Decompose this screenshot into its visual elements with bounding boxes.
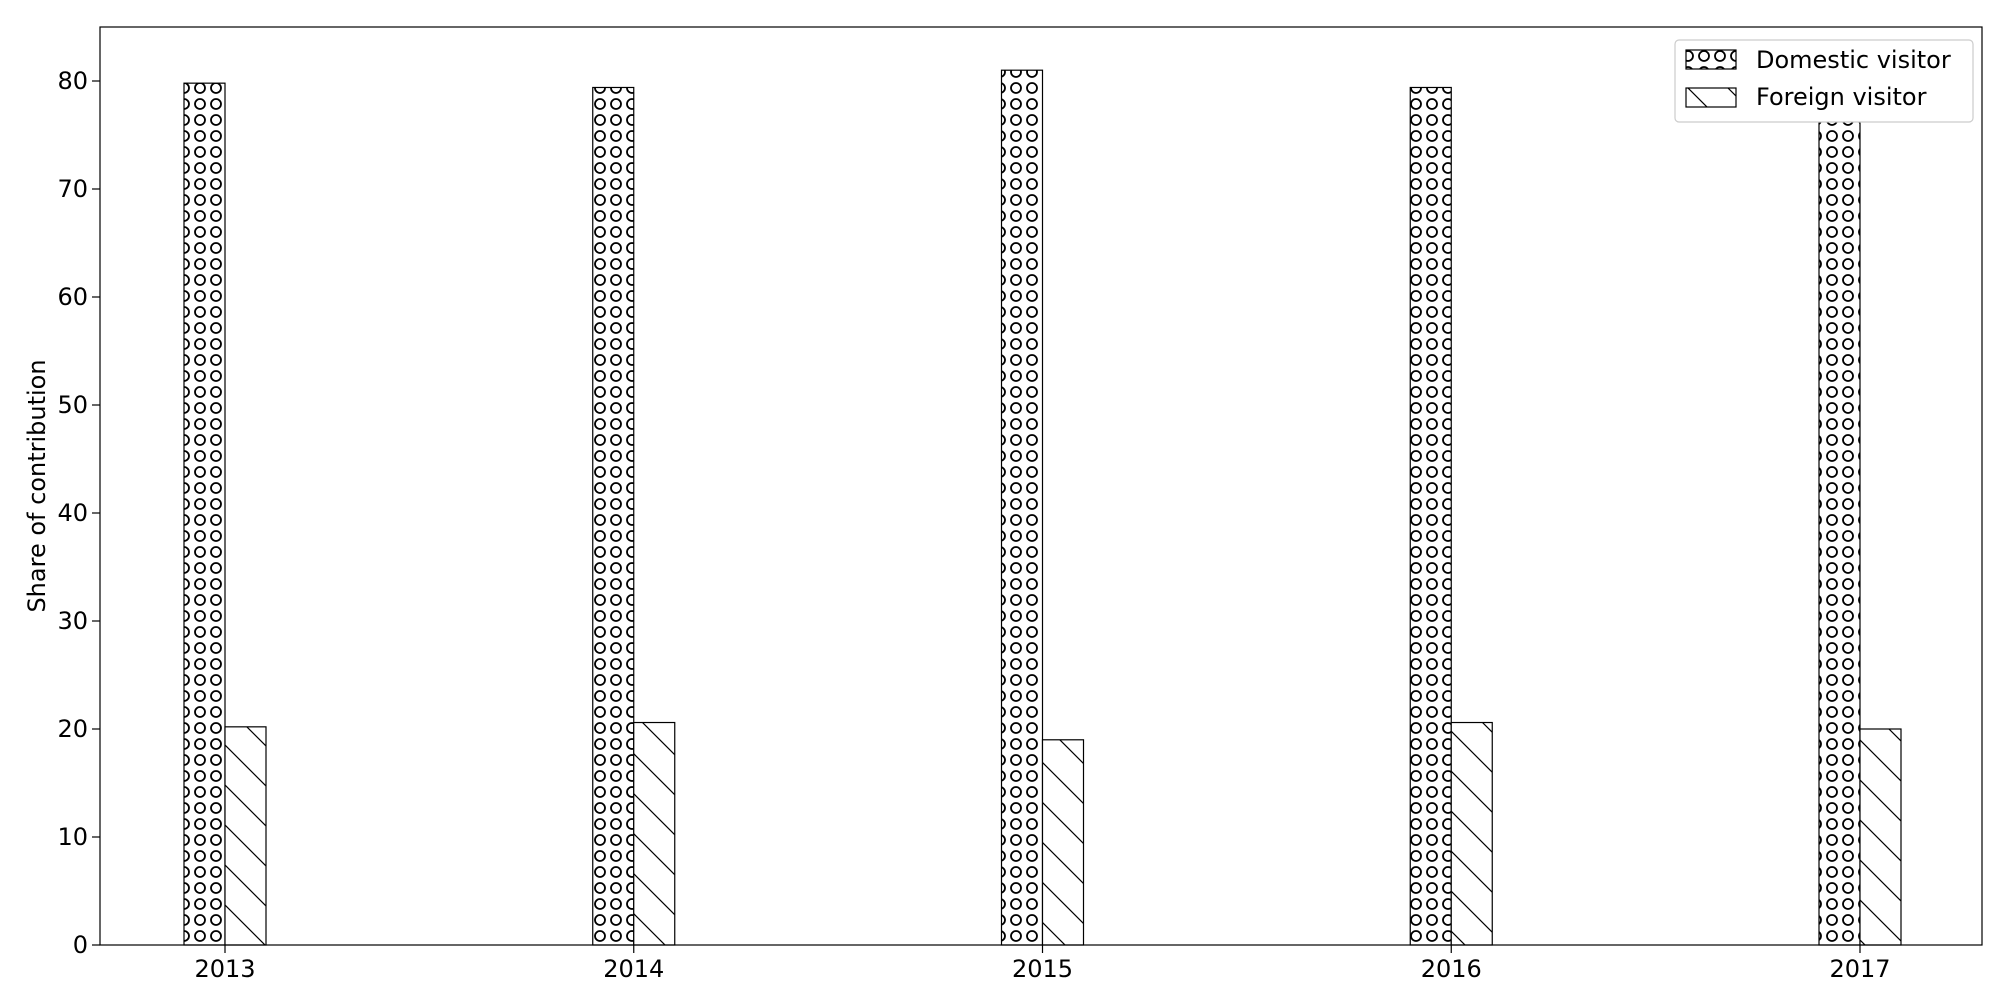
bar-domestic-2013 [183,82,226,946]
y-tick-label: 80 [57,67,88,95]
bar-domestic-2017 [1818,80,1861,946]
y-tick-label: 20 [57,715,88,743]
y-tick-label: 60 [57,283,88,311]
legend-swatch-domestic [1685,49,1737,70]
x-tick-label: 2013 [194,955,255,983]
x-tick-label: 2014 [603,955,664,983]
x-tick-label: 2016 [1421,955,1482,983]
bar-domestic-2015 [1000,69,1044,946]
y-tick-label: 0 [73,931,88,959]
y-tick-label: 50 [57,391,88,419]
bar-domestic-2016 [1409,86,1452,946]
bar-foreign-2013 [224,726,267,946]
bar-foreign-2016 [1450,721,1493,946]
y-axis: 0 10 20 30 40 50 60 70 80 [57,67,100,959]
bar-domestic-2014 [592,86,635,946]
legend-swatch-foreign [1685,87,1737,108]
x-tick-label: 2017 [1829,955,1890,983]
legend-frame [1674,39,1974,123]
x-axis: 2013 2014 2015 2016 2017 [194,945,1891,983]
legend-label-foreign: Foreign visitor [1756,83,1927,111]
legend-label-domestic: Domestic visitor [1756,46,1951,74]
y-tick-label: 10 [57,823,88,851]
y-tick-label: 30 [57,607,88,635]
bars-layer [183,69,1902,946]
y-tick-label: 70 [57,175,88,203]
bar-foreign-2015 [1041,739,1085,946]
y-axis-label: Share of contribution [23,359,51,612]
legend: Domestic visitor Foreign visitor [1674,39,1974,123]
x-tick-label: 2015 [1012,955,1073,983]
bar-foreign-2017 [1859,728,1902,946]
y-tick-label: 40 [57,499,88,527]
plot-frame [99,26,1983,946]
bar-foreign-2014 [633,721,676,946]
